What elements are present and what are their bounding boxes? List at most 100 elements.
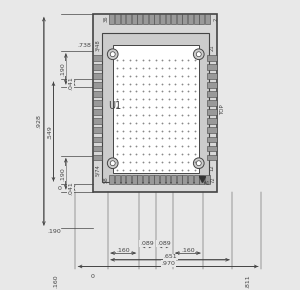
Bar: [93, 55, 102, 61]
Bar: [154, 14, 159, 24]
Bar: [207, 137, 217, 142]
Bar: [188, 14, 193, 24]
Text: .190: .190: [47, 229, 61, 234]
Text: 0: 0: [57, 186, 61, 191]
Bar: [194, 14, 199, 24]
Bar: [205, 14, 210, 24]
Text: .160: .160: [181, 248, 195, 253]
Bar: [148, 175, 154, 184]
Text: .160: .160: [116, 248, 130, 253]
Text: .190: .190: [61, 167, 65, 181]
Bar: [188, 175, 193, 184]
Text: .970: .970: [161, 261, 175, 266]
Bar: [207, 109, 217, 115]
Text: .160: .160: [54, 274, 59, 288]
Text: 58: 58: [104, 176, 109, 183]
Circle shape: [107, 49, 118, 59]
Text: 0: 0: [91, 274, 94, 279]
Bar: [113, 45, 199, 173]
Text: U1: U1: [108, 101, 121, 111]
Bar: [160, 175, 165, 184]
Bar: [182, 175, 188, 184]
Bar: [171, 175, 176, 184]
Bar: [148, 14, 154, 24]
Circle shape: [194, 49, 204, 59]
Bar: [126, 175, 131, 184]
Bar: [205, 175, 210, 184]
Bar: [93, 109, 102, 115]
Bar: [132, 14, 137, 24]
Text: 5/74: 5/74: [95, 164, 100, 176]
Bar: [207, 82, 217, 88]
Bar: [207, 155, 217, 160]
Bar: [171, 14, 176, 24]
Text: 36: 36: [104, 16, 109, 22]
Bar: [207, 91, 217, 97]
Bar: [207, 73, 217, 79]
Circle shape: [194, 158, 204, 168]
Bar: [137, 175, 142, 184]
Text: .811: .811: [245, 274, 250, 288]
Bar: [115, 14, 120, 24]
Bar: [199, 14, 204, 24]
Bar: [137, 14, 142, 24]
Bar: [121, 14, 125, 24]
Text: TOP: TOP: [220, 104, 225, 115]
Text: .041: .041: [68, 76, 73, 90]
Circle shape: [196, 161, 201, 166]
Bar: [132, 175, 137, 184]
Bar: [160, 14, 165, 24]
Bar: [93, 82, 102, 88]
Bar: [93, 146, 102, 151]
Bar: [115, 175, 120, 184]
Text: .651: .651: [163, 254, 177, 259]
Bar: [194, 175, 199, 184]
Bar: [177, 175, 182, 184]
Bar: [109, 175, 114, 184]
Text: .089: .089: [157, 241, 171, 246]
Bar: [93, 73, 102, 79]
Bar: [207, 128, 217, 133]
Circle shape: [110, 161, 115, 166]
Bar: [121, 175, 125, 184]
Bar: [126, 14, 131, 24]
Text: .738: .738: [77, 43, 91, 48]
Text: A1: A1: [204, 181, 210, 186]
Bar: [154, 175, 159, 184]
Bar: [93, 64, 102, 70]
Text: 3/48: 3/48: [95, 40, 100, 51]
Bar: [177, 14, 182, 24]
Bar: [207, 55, 217, 61]
Bar: [207, 64, 217, 70]
Text: .190: .190: [61, 62, 65, 76]
Bar: [207, 146, 217, 151]
Bar: [166, 14, 170, 24]
Circle shape: [196, 52, 201, 57]
Text: 12: 12: [210, 164, 215, 171]
Bar: [93, 128, 102, 133]
Bar: [143, 14, 148, 24]
Bar: [207, 100, 217, 106]
Bar: [93, 14, 217, 192]
Circle shape: [110, 52, 115, 57]
Text: 2: 2: [214, 17, 219, 21]
Bar: [109, 14, 114, 24]
Text: 21: 21: [210, 45, 215, 51]
Bar: [93, 118, 102, 124]
Bar: [182, 14, 188, 24]
Text: .928: .928: [37, 114, 42, 128]
Bar: [93, 155, 102, 160]
Text: .089: .089: [140, 241, 154, 246]
Text: .041: .041: [68, 181, 73, 195]
Bar: [207, 118, 217, 124]
Bar: [93, 137, 102, 142]
Bar: [93, 100, 102, 106]
Text: 72: 72: [210, 176, 215, 183]
Bar: [143, 175, 148, 184]
Text: .549: .549: [47, 125, 52, 139]
Bar: [166, 175, 170, 184]
Bar: [102, 33, 209, 182]
Circle shape: [107, 158, 118, 168]
Bar: [93, 91, 102, 97]
Bar: [199, 175, 204, 184]
